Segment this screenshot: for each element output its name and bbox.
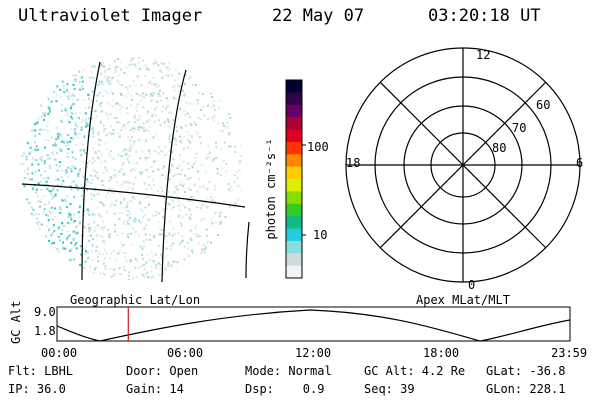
colorbar-cell [286,129,302,143]
colorbar-cell [286,166,302,180]
altitude-plot [56,306,571,342]
colorbar-cell [286,240,302,254]
x-tick-1800: 18:00 [423,346,460,360]
lat-label-80: 80 [492,141,507,155]
gc-alt-info: GC Alt: 4.2 Re [364,364,466,378]
mlt-label-0: 0 [468,278,476,292]
polar-mlat-mlt-plot [345,47,581,283]
x-tick-2359: 23:59 [551,346,588,360]
x-tick-1200: 12:00 [295,346,332,360]
date-label: 22 May 07 [272,6,365,26]
mlt-label-6: 6 [576,156,584,170]
colorbar-cell [286,253,302,267]
colorbar-cell [286,216,302,229]
ip-info: IP: 36.0 [8,382,66,396]
door-info: Door: Open [126,364,199,378]
longitude-line [81,61,101,281]
geographic-image-map [20,56,250,283]
longitude-line [161,69,187,283]
mlt-label-18: 18 [346,156,361,170]
time-label: 03:20:18 UT [428,6,541,26]
dsp-info: Dsp: 0.9 [245,382,325,396]
x-tick-0600: 06:00 [167,346,204,360]
glat-info: GLat: -36.8 [486,364,566,378]
colorbar-cell [286,80,302,93]
colorbar-cell [286,92,302,106]
apex-label: Apex MLat/MLT [416,293,510,307]
filter-info: Flt: LBHL [8,364,74,378]
latitude-line [21,183,246,208]
colorbar-cell [286,265,302,279]
seq-info: Seq: 39 [364,382,415,396]
alt-tick-1-8: 1.8 [34,324,56,338]
colorbar-cell [286,154,302,168]
mlt-label-12: 12 [476,48,491,62]
colorbar-cell [286,228,302,242]
colorbar-cell [286,191,302,205]
gain-info: Gain: 14 [126,382,184,396]
alt-ylabel: GC Alt [9,300,23,344]
alt-tick-9: 9.0 [34,305,56,319]
aurora-disk [20,56,244,280]
colorbar-tick-10: 10 [313,228,328,242]
colorbar-cell [286,117,302,130]
colorbar-cell [286,141,302,155]
lat-label-70: 70 [512,121,527,135]
colorbar-cell [286,104,302,118]
longitude-line [245,221,250,279]
mlt-diagonal [379,81,547,249]
colorbar-tick-100: 100 [307,140,329,154]
colorbar-cell [286,179,302,192]
mode-info: Mode: Normal [245,364,332,378]
altitude-curve [56,309,571,342]
colorbar [285,79,306,279]
instrument-title: Ultraviolet Imager [18,6,203,26]
colorbar-cell [286,203,302,217]
glon-info: GLon: 228.1 [486,382,566,396]
colorbar-label: photon cm⁻²s⁻¹ [264,138,278,240]
x-tick-0000: 00:00 [41,346,78,360]
geographic-label: Geographic Lat/Lon [70,293,201,307]
lat-label-60: 60 [536,98,551,112]
